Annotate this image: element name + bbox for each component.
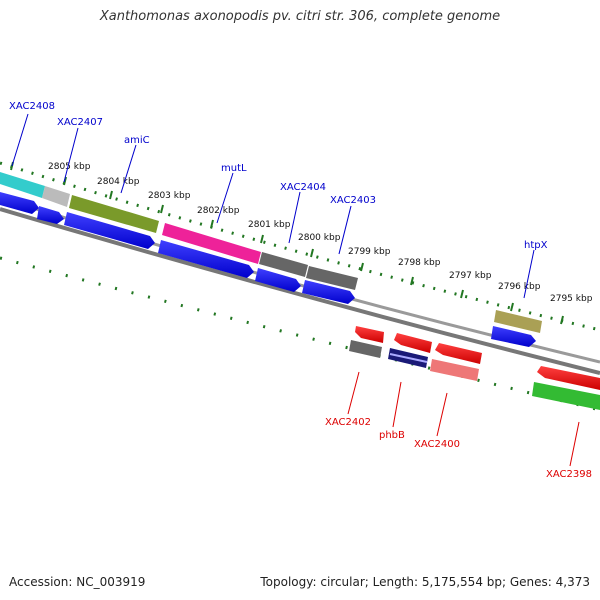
gene-box-phbb-highlight xyxy=(389,353,428,363)
cds-arrow-xac2404[interactable] xyxy=(255,268,301,292)
scale-label-2798: 2798 kbp xyxy=(398,258,441,268)
reverse-gene-boxes xyxy=(349,340,600,410)
gene-box-small-grey[interactable] xyxy=(42,186,70,207)
gene-label-xac2398[interactable]: XAC2398 xyxy=(546,469,592,480)
forward-gene-boxes xyxy=(0,172,542,333)
scale-label-2801: 2801 kbp xyxy=(248,220,291,230)
cds-arrow-xac2403[interactable] xyxy=(302,280,355,304)
gene-label-xac2403[interactable]: XAC2403 xyxy=(330,195,376,206)
cds-arrow-amic[interactable] xyxy=(64,212,155,249)
cds-arrow-xac2400[interactable] xyxy=(435,343,482,364)
gene-box-xac2398[interactable] xyxy=(532,382,600,410)
cds-arrow-xac2408[interactable] xyxy=(0,192,39,214)
gene-box-htpx[interactable] xyxy=(494,310,542,333)
reverse-label-leaders xyxy=(347,371,580,467)
scale-label-2804: 2804 kbp xyxy=(97,177,140,187)
scale-label-2803: 2803 kbp xyxy=(148,191,191,201)
scale-label-2796: 2796 kbp xyxy=(498,282,541,292)
gene-box-xac2403[interactable] xyxy=(306,266,358,290)
cds-arrow-xac2402[interactable] xyxy=(355,326,384,343)
cds-arrow-xac2398[interactable] xyxy=(537,366,600,390)
gene-box-mutl[interactable] xyxy=(162,223,261,264)
gene-box-xac2402[interactable] xyxy=(349,340,382,358)
gene-label-htpx[interactable]: htpX xyxy=(524,240,548,251)
genome-backbone-inner xyxy=(0,207,600,375)
forward-cds-arrows xyxy=(0,192,536,347)
scale-label-2797: 2797 kbp xyxy=(449,271,492,281)
scale-label-2795: 2795 kbp xyxy=(550,294,593,304)
gene-box-xac2404[interactable] xyxy=(259,252,308,277)
gene-box-xac2400[interactable] xyxy=(430,359,479,381)
gene-label-xac2402[interactable]: XAC2402 xyxy=(325,417,371,428)
gene-box-amic[interactable] xyxy=(69,195,159,233)
gene-label-xac2404[interactable]: XAC2404 xyxy=(280,182,326,193)
cds-arrow-xac2407[interactable] xyxy=(37,206,64,224)
cds-arrow-htpx[interactable] xyxy=(491,326,536,347)
gene-label-phbb[interactable]: phbB xyxy=(379,430,405,441)
gene-label-xac2407[interactable]: XAC2407 xyxy=(57,117,103,128)
cds-arrow-mutl[interactable] xyxy=(158,240,254,278)
forward-label-leaders xyxy=(11,113,535,299)
gene-box-xac2408[interactable] xyxy=(0,172,45,198)
reverse-cds-arrows xyxy=(355,326,600,390)
gene-label-amic[interactable]: amiC xyxy=(124,135,150,146)
scale-label-2805: 2805 kbp xyxy=(48,162,91,172)
map-title: Xanthomonas axonopodis pv. citri str. 30… xyxy=(99,9,501,24)
gene-label-mutl[interactable]: mutL xyxy=(221,163,247,174)
scale-label-2800: 2800 kbp xyxy=(298,233,341,243)
topology-info-text: Topology: circular; Length: 5,175,554 bp… xyxy=(260,575,590,589)
cds-arrow-phbb[interactable] xyxy=(394,333,432,353)
scale-label-2799: 2799 kbp xyxy=(348,247,391,257)
gene-label-xac2400[interactable]: XAC2400 xyxy=(414,439,460,450)
scale-label-2802: 2802 kbp xyxy=(197,206,240,216)
accession-text: Accession: NC_003919 xyxy=(9,575,146,589)
gene-label-xac2408[interactable]: XAC2408 xyxy=(9,101,55,112)
